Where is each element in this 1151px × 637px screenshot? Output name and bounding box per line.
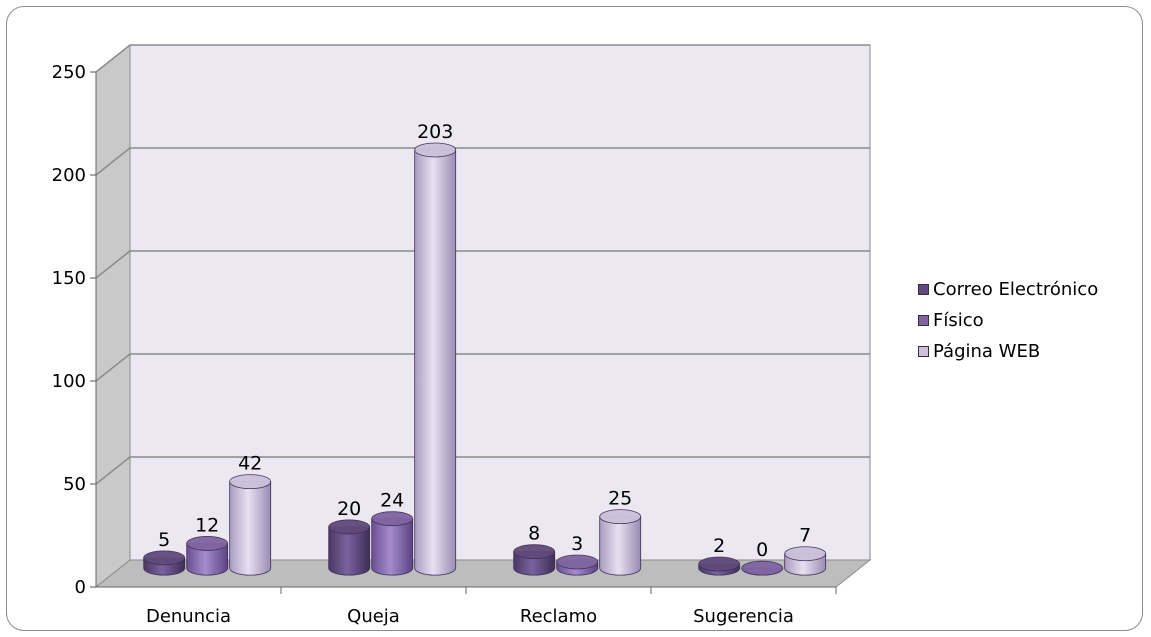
gridline-side (95, 147, 131, 176)
y-tick-label: 0 (75, 577, 86, 598)
bar (371, 511, 414, 576)
bar-top (698, 556, 741, 572)
bar-top (414, 142, 457, 158)
x-tick-label: Sugerencia (693, 606, 794, 627)
bar (328, 519, 371, 576)
x-tick-label: Reclamo (520, 606, 597, 627)
bar (186, 536, 229, 576)
data-label: 3 (571, 533, 583, 555)
data-label: 12 (195, 514, 219, 536)
gridline-side (95, 353, 131, 382)
legend-swatch-fisico (918, 315, 929, 326)
legend-label-correo: Correo Electrónico (933, 279, 1099, 300)
x-tick-label: Queja (347, 606, 400, 627)
bar-body (328, 526, 371, 576)
data-label: 42 (238, 453, 262, 475)
bar (414, 142, 457, 576)
x-tick-label: Denuncia (146, 606, 231, 627)
bar (143, 550, 186, 576)
bar-top (513, 544, 556, 560)
bar-top (328, 519, 371, 535)
legend-label-fisico: Físico (933, 310, 984, 331)
y-tick-label: 200 (52, 165, 86, 186)
bar-top (371, 511, 414, 527)
legend-item-correo: Correo Electrónico (918, 274, 1098, 305)
bar-top (229, 474, 272, 490)
data-label: 7 (799, 525, 811, 547)
data-label: 25 (608, 488, 632, 510)
data-label: 20 (337, 498, 361, 520)
bar-body (414, 149, 457, 576)
y-tick-label: 50 (63, 474, 86, 495)
bar-body (229, 481, 272, 576)
y-tick-label: 250 (52, 62, 86, 83)
legend-label-pagina-web: Página WEB (933, 341, 1041, 362)
bar-top (599, 509, 642, 525)
data-label: 0 (756, 539, 768, 561)
bar (513, 544, 556, 576)
gridline-side (95, 250, 131, 279)
data-label: 2 (713, 535, 725, 557)
bar (784, 546, 827, 576)
bar (698, 556, 741, 576)
bar-body (371, 518, 414, 576)
bar-body (599, 516, 642, 576)
data-label: 5 (158, 529, 170, 551)
data-label: 203 (417, 121, 453, 143)
legend: Correo Electrónico Físico Página WEB (918, 274, 1098, 367)
bar (229, 474, 272, 576)
data-label: 8 (528, 523, 540, 545)
bar (556, 554, 599, 576)
bar (741, 560, 784, 576)
side-wall (95, 43, 131, 589)
y-tick-label: 150 (52, 268, 86, 289)
legend-item-fisico: Físico (918, 305, 1098, 336)
gridline-side (95, 44, 131, 73)
legend-swatch-pagina-web (918, 346, 929, 357)
data-label: 24 (380, 490, 404, 512)
bar (599, 509, 642, 576)
legend-item-pagina-web: Página WEB (918, 336, 1098, 367)
bar-body (186, 543, 229, 576)
bar-top (556, 554, 599, 570)
legend-swatch-correo (918, 284, 929, 295)
bar-top (741, 560, 784, 576)
bar-top (784, 546, 827, 562)
y-tick-label: 100 (52, 371, 86, 392)
gridline-side (95, 456, 131, 485)
bar-top (143, 550, 186, 566)
bar-top (186, 536, 229, 551)
